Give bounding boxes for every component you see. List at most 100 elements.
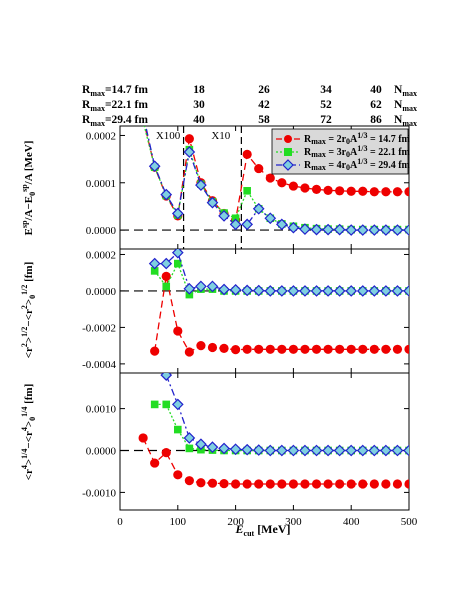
legend: Rmax = 2r0A1/3 = 14.7 fm Rmax = 3r0A1/3 … <box>271 128 411 175</box>
panel-top: 0.0000 0.0001 0.0002 X100 X10 <box>86 125 410 250</box>
data-point-red <box>254 344 264 354</box>
legend-entry-1: Rmax = 2r0A1/3 = 14.7 fm <box>276 131 411 146</box>
data-point-red <box>277 178 287 188</box>
data-point-red <box>392 344 403 354</box>
data-point-blue <box>275 285 288 297</box>
data-point-red <box>196 478 206 488</box>
data-point-red <box>219 479 229 489</box>
data-point-blue <box>391 444 404 457</box>
panel-frame <box>119 372 410 511</box>
data-point-blue <box>229 218 242 231</box>
data-point-green <box>231 214 240 223</box>
data-point-blue <box>403 224 409 236</box>
data-point-red <box>404 344 409 354</box>
data-point-red <box>138 433 148 443</box>
header-row-1-n2: 26 <box>258 84 270 96</box>
data-point-red <box>369 479 379 489</box>
data-point-red <box>184 134 194 144</box>
data-point-blue <box>241 284 254 297</box>
svg-text:Rmax=29.4 fm: Rmax=29.4 fm <box>82 114 148 128</box>
data-point-red <box>392 479 403 489</box>
data-point-blue <box>275 444 288 457</box>
data-point-blue <box>299 285 311 297</box>
header-table: Rmax=14.7 fm 18 26 34 40 Nmax Rmax=22.1 … <box>82 84 417 128</box>
data-point-blue <box>229 443 242 456</box>
data-point-blue <box>275 218 288 231</box>
header-row-1-n3: 34 <box>320 84 332 96</box>
data-point-red <box>404 479 409 489</box>
data-point-blue <box>218 442 230 455</box>
svg-text:Rmax=22.1 fm: Rmax=22.1 fm <box>82 99 148 113</box>
legend-1-text2: A <box>350 134 358 145</box>
data-point-blue <box>356 285 369 297</box>
data-point-red <box>323 479 333 489</box>
data-point-red <box>300 344 310 354</box>
data-point-green <box>174 259 182 268</box>
data-point-red <box>184 347 194 357</box>
header-row-2-nsub: max <box>402 104 417 113</box>
data-point-red <box>311 184 322 194</box>
legend-1-post: = 14.7 fm <box>368 134 411 145</box>
legend-marker-1 <box>284 135 292 143</box>
header-row-1: Rmax=14.7 fm 18 26 34 40 Nmax <box>82 84 417 98</box>
header-row-3-n2: 58 <box>258 114 270 126</box>
data-point-red <box>323 344 333 354</box>
legend-3-sup: 1/3 <box>357 157 367 166</box>
data-point-green <box>162 400 171 409</box>
data-point-red <box>358 186 368 196</box>
data-point-blue <box>241 443 254 456</box>
data-point-blue <box>368 285 381 297</box>
y-tick-label: -0.0002 <box>82 322 116 334</box>
data-point-blue <box>148 160 161 173</box>
data-point-red <box>346 479 356 489</box>
data-point-blue <box>345 285 358 297</box>
x-tick-label: 500 <box>401 516 418 528</box>
panel-middle: -0.0004 -0.0002 0.0000 0.0002 <box>82 248 410 374</box>
data-point-blue <box>403 285 409 297</box>
data-point-blue <box>345 224 358 236</box>
series-line-red <box>142 437 409 485</box>
data-point-blue <box>322 444 334 457</box>
data-point-red <box>300 479 310 489</box>
data-point-blue <box>160 373 173 381</box>
header-row-3-sub: max <box>90 119 105 128</box>
data-point-red <box>369 344 379 354</box>
data-point-blue <box>252 284 265 297</box>
data-point-red <box>335 344 345 354</box>
data-point-red <box>335 479 345 489</box>
scale-annotation: X100 <box>156 130 181 142</box>
header-row-2-n1: 30 <box>193 99 205 111</box>
data-point-red <box>277 344 287 354</box>
data-point-blue <box>195 280 207 293</box>
data-point-blue <box>345 444 358 457</box>
data-point-red <box>288 181 298 191</box>
header-row-3-nlabel: N <box>394 114 403 126</box>
legend-3-text2: A <box>350 160 358 171</box>
header-row-1-n1: 18 <box>193 84 205 96</box>
data-point-red <box>207 478 218 488</box>
legend-2-sup: 1/3 <box>357 144 367 153</box>
data-point-blue <box>403 444 409 457</box>
data-point-red <box>381 344 391 354</box>
data-point-red <box>335 186 345 196</box>
series-group <box>138 373 409 489</box>
data-point-red <box>404 187 409 197</box>
svg-text:Rmax=14.7 fm: Rmax=14.7 fm <box>82 84 148 98</box>
data-point-red <box>277 479 287 489</box>
header-row-2-value: =22.1 fm <box>105 99 148 111</box>
data-point-red <box>219 343 229 353</box>
data-point-red <box>311 479 322 489</box>
data-point-red <box>323 185 333 195</box>
data-point-red <box>196 341 206 351</box>
data-point-blue <box>160 257 173 270</box>
svg-text:Nmax: Nmax <box>394 99 417 113</box>
y-tick-label: -0.0004 <box>82 359 116 371</box>
x-tick-label: 0 <box>117 516 123 528</box>
y-tick-label: -0.0010 <box>82 487 116 499</box>
data-point-red <box>300 183 310 193</box>
svg-text:Rmax = 2r0A1/3 = 14.7 fm: Rmax = 2r0A1/3 = 14.7 fm <box>304 131 411 146</box>
header-row-2-n2: 42 <box>258 99 270 111</box>
data-point-red <box>173 326 183 336</box>
data-point-blue <box>333 223 346 236</box>
